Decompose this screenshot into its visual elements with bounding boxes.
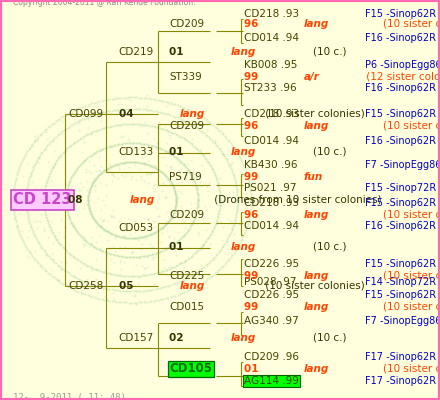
Text: 01: 01	[169, 242, 187, 252]
Text: 99: 99	[244, 72, 262, 82]
Text: 08: 08	[68, 195, 86, 205]
Text: CD218 .93: CD218 .93	[244, 109, 299, 119]
Text: 05: 05	[119, 281, 137, 291]
Text: CD014 .94: CD014 .94	[244, 33, 299, 43]
Text: F15 -Sinop62R: F15 -Sinop62R	[365, 109, 436, 119]
Text: lang: lang	[304, 19, 329, 29]
Text: CD209: CD209	[169, 19, 205, 29]
Text: CD099: CD099	[68, 109, 103, 119]
Text: AG340 .97: AG340 .97	[244, 316, 299, 326]
Text: (10 sister colonies): (10 sister colonies)	[262, 109, 365, 119]
Text: 02: 02	[169, 333, 187, 343]
Text: 96: 96	[244, 121, 262, 131]
Text: F15 -Sinop62R: F15 -Sinop62R	[365, 198, 436, 208]
Text: CD226 .95: CD226 .95	[244, 290, 299, 300]
Text: P6 -SinopEgg86R: P6 -SinopEgg86R	[365, 60, 440, 70]
Text: 96: 96	[244, 210, 262, 220]
Text: lang: lang	[304, 364, 329, 374]
Text: 96: 96	[244, 19, 262, 29]
Text: a/r: a/r	[304, 72, 319, 82]
Text: F7 -SinopEgg86R: F7 -SinopEgg86R	[365, 160, 440, 170]
Text: KB008 .95: KB008 .95	[244, 60, 297, 70]
Text: F15 -Sinop62R: F15 -Sinop62R	[365, 290, 436, 300]
Text: CD226 .95: CD226 .95	[244, 259, 299, 269]
Text: (10 c.): (10 c.)	[312, 147, 346, 157]
Text: F16 -Sinop62R: F16 -Sinop62R	[365, 33, 436, 43]
Text: fun: fun	[304, 172, 323, 182]
Text: CD053: CD053	[119, 223, 154, 233]
Text: CD015: CD015	[169, 302, 205, 312]
Text: CD157: CD157	[119, 333, 154, 343]
Text: 99: 99	[244, 302, 262, 312]
Text: CD225: CD225	[169, 271, 205, 281]
Text: (10 sister colonies): (10 sister colonies)	[262, 281, 365, 291]
Text: F15 -Sinop62R: F15 -Sinop62R	[365, 259, 436, 269]
Text: CD209: CD209	[169, 121, 205, 131]
Text: lang: lang	[304, 271, 329, 281]
Text: (10 sister colonies): (10 sister colonies)	[383, 271, 440, 281]
Text: (10 c.): (10 c.)	[312, 333, 346, 343]
Text: (10 sister colonies): (10 sister colonies)	[383, 364, 440, 374]
Text: CD133: CD133	[119, 147, 154, 157]
Text: lang: lang	[231, 147, 256, 157]
Text: AG114 .99: AG114 .99	[244, 376, 299, 386]
Text: CD218 .93: CD218 .93	[244, 9, 299, 19]
Text: (10 c.): (10 c.)	[312, 242, 346, 252]
Text: 99: 99	[244, 172, 262, 182]
Text: F17 -Sinop62R: F17 -Sinop62R	[365, 352, 436, 362]
Text: PS021 .97: PS021 .97	[244, 183, 297, 193]
Text: F16 -Sinop62R: F16 -Sinop62R	[365, 136, 436, 146]
Text: F7 -SinopEgg86R: F7 -SinopEgg86R	[365, 316, 440, 326]
Text: 01: 01	[169, 147, 187, 157]
Text: F15 -Sinop62R: F15 -Sinop62R	[365, 9, 436, 19]
Text: (12 sister colonies): (12 sister colonies)	[363, 72, 440, 82]
Text: CD014 .94: CD014 .94	[244, 221, 299, 231]
Text: CD209 .96: CD209 .96	[244, 352, 299, 362]
Text: PS719: PS719	[169, 172, 202, 182]
Text: PS028 .97: PS028 .97	[244, 277, 297, 287]
Text: (Drones from 10 sister colonies): (Drones from 10 sister colonies)	[212, 195, 382, 205]
Text: CD 123: CD 123	[13, 192, 72, 208]
Text: Copyright 2004-2011 @ Karl Kehde Foundation.: Copyright 2004-2011 @ Karl Kehde Foundat…	[13, 0, 196, 7]
Text: (10 sister colonies): (10 sister colonies)	[383, 19, 440, 29]
Text: (10 sister colonies): (10 sister colonies)	[383, 210, 440, 220]
Text: lang: lang	[180, 281, 205, 291]
Text: CD219: CD219	[119, 47, 154, 57]
Text: F17 -Sinop62R: F17 -Sinop62R	[365, 376, 436, 386]
Text: lang: lang	[304, 121, 329, 131]
Text: ST339: ST339	[169, 72, 202, 82]
Text: CD014 .94: CD014 .94	[244, 136, 299, 146]
Text: F15 -Sinop72R: F15 -Sinop72R	[365, 183, 436, 193]
Text: lang: lang	[304, 302, 329, 312]
Text: 12-  9-2011 ( 11: 48): 12- 9-2011 ( 11: 48)	[13, 393, 126, 400]
Text: CD209: CD209	[169, 210, 205, 220]
Text: F16 -Sinop62R: F16 -Sinop62R	[365, 221, 436, 231]
Text: CD105: CD105	[169, 362, 213, 375]
Text: KB430 .96: KB430 .96	[244, 160, 298, 170]
Text: lang: lang	[130, 195, 155, 205]
Text: lang: lang	[231, 242, 256, 252]
Text: lang: lang	[180, 109, 205, 119]
Text: F16 -Sinop62R: F16 -Sinop62R	[365, 83, 436, 93]
Text: 04: 04	[119, 109, 137, 119]
Text: (10 sister colonies): (10 sister colonies)	[383, 121, 440, 131]
Text: CD218 .93: CD218 .93	[244, 198, 299, 208]
Text: lang: lang	[231, 47, 256, 57]
Text: 99: 99	[244, 271, 262, 281]
Text: lang: lang	[304, 210, 329, 220]
Text: 01: 01	[169, 47, 187, 57]
Text: F14 -Sinop72R: F14 -Sinop72R	[365, 277, 436, 287]
Text: (10 sister colonies): (10 sister colonies)	[383, 302, 440, 312]
Text: lang: lang	[231, 333, 256, 343]
Text: 01: 01	[244, 364, 262, 374]
Text: (10 c.): (10 c.)	[312, 47, 346, 57]
Text: ST233 .96: ST233 .96	[244, 83, 297, 93]
Text: CD258: CD258	[68, 281, 103, 291]
